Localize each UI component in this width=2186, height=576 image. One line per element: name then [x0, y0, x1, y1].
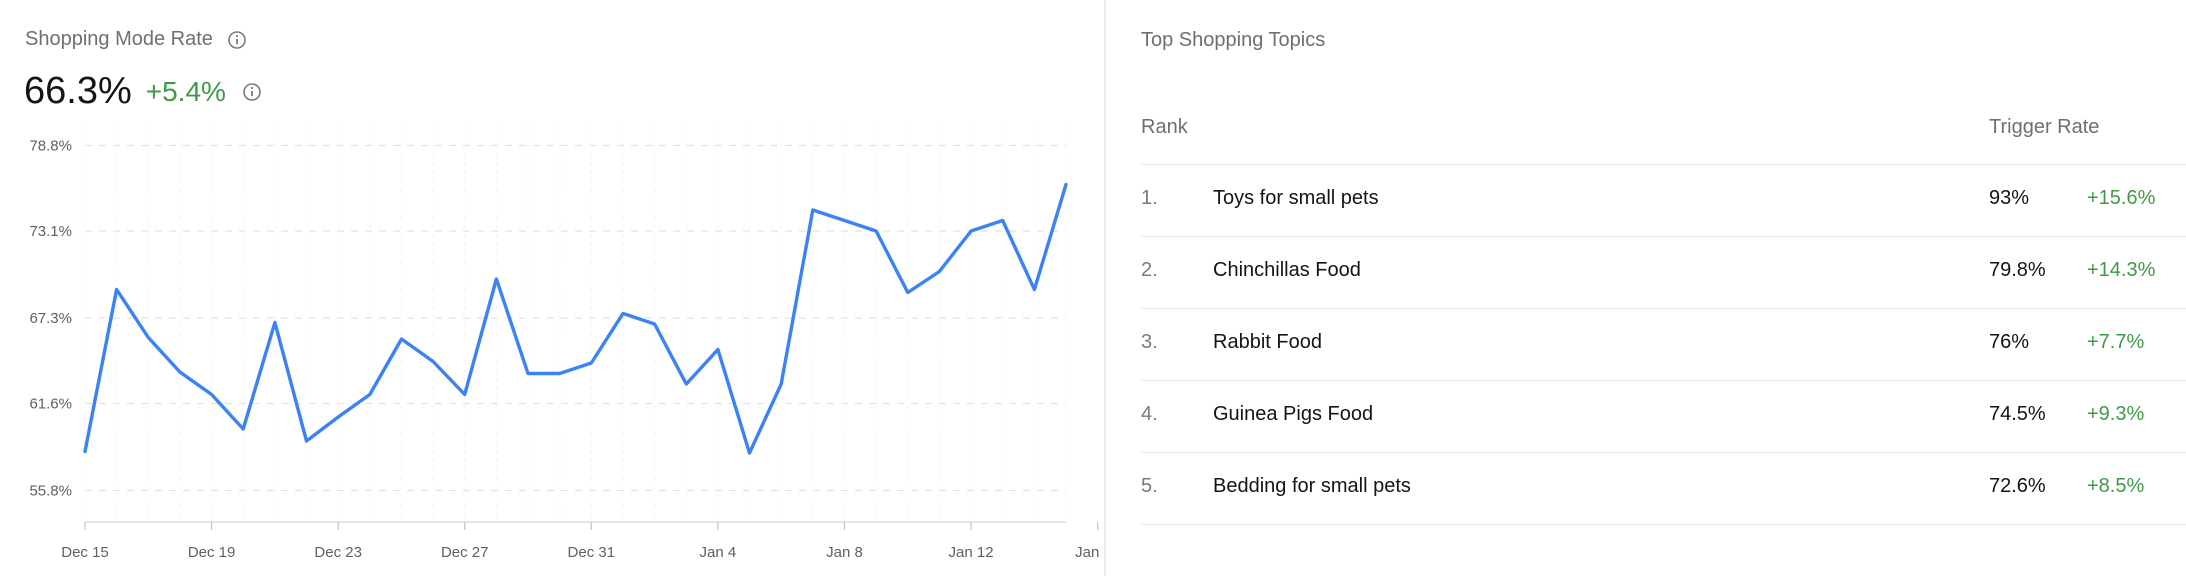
shopping-mode-rate-panel: Shopping Mode Rate 66.3% +5.4% 55.8% 6	[24, 28, 1104, 561]
y-tick-label: 67.3%	[29, 310, 72, 327]
row-topic: Guinea Pigs Food	[1213, 403, 1374, 425]
data-point[interactable]	[364, 389, 376, 401]
row-rank: 3.	[1141, 331, 1158, 353]
info-icon[interactable]	[242, 82, 262, 102]
data-point[interactable]	[1028, 284, 1040, 296]
row-rate: 93%	[1989, 187, 2030, 209]
info-icon[interactable]	[227, 30, 247, 50]
data-point[interactable]	[301, 435, 313, 447]
data-point[interactable]	[870, 225, 882, 237]
data-point[interactable]	[269, 317, 281, 329]
top-shopping-topics-panel: Top Shopping Topics Rank Trigger Rate 1.…	[1106, 0, 2186, 576]
table-header: Rank Trigger Rate	[1141, 100, 2186, 165]
x-tick-label: Jan 12	[949, 544, 994, 561]
data-point[interactable]	[649, 318, 661, 330]
row-topic: Toys for small pets	[1213, 187, 1379, 209]
data-point[interactable]	[395, 333, 407, 345]
row-rate: 74.5%	[1989, 403, 2046, 425]
data-point[interactable]	[775, 378, 787, 390]
y-tick-label: 78.8%	[29, 138, 72, 155]
table-row[interactable]: 2. Chinchillas Food 79.8% +14.3%	[1141, 237, 2186, 309]
metric-value-row: 66.3% +5.4%	[24, 70, 262, 113]
data-point[interactable]	[427, 356, 439, 368]
row-delta: +14.3%	[2087, 259, 2156, 281]
data-point[interactable]	[332, 411, 344, 423]
x-tick-label: Dec 15	[61, 544, 109, 561]
y-tick-label: 61.6%	[29, 396, 72, 413]
data-point[interactable]	[807, 204, 819, 216]
data-point[interactable]	[965, 225, 977, 237]
data-point[interactable]	[744, 447, 756, 459]
x-tick-label: Jan 4	[700, 544, 737, 561]
row-rank: 1.	[1141, 187, 1158, 209]
data-point[interactable]	[712, 344, 724, 356]
series-line	[83, 182, 1068, 455]
data-point[interactable]	[111, 284, 123, 296]
x-tick-label: Dec 31	[568, 544, 616, 561]
data-point[interactable]	[617, 308, 629, 320]
panel-divider	[1104, 0, 1106, 576]
data-point[interactable]	[522, 368, 534, 380]
x-tick-label: Dec 27	[441, 544, 489, 561]
metric-title: Shopping Mode Rate	[25, 28, 213, 50]
rank-header: Rank	[1141, 116, 1188, 138]
row-rank: 5.	[1141, 475, 1158, 497]
row-topic: Rabbit Food	[1213, 331, 1322, 353]
data-point[interactable]	[554, 368, 566, 380]
metric-delta: +5.4%	[145, 75, 226, 107]
row-rank: 2.	[1141, 259, 1158, 281]
table-row[interactable]: 4. Guinea Pigs Food 74.5% +9.3%	[1141, 381, 2186, 453]
table-row[interactable]: 3. Rabbit Food 76% +7.7%	[1141, 309, 2186, 381]
data-point[interactable]	[902, 287, 914, 299]
row-delta: +9.3%	[2087, 403, 2145, 425]
data-point[interactable]	[838, 215, 850, 227]
x-tick-label: Dec 23	[314, 544, 362, 561]
x-tick-label: Jan 8	[826, 544, 863, 561]
data-point[interactable]	[79, 446, 91, 458]
data-point[interactable]	[142, 332, 154, 344]
data-point[interactable]	[585, 357, 597, 369]
metric-value: 66.3%	[24, 70, 132, 112]
row-delta: +15.6%	[2087, 187, 2156, 209]
line-chart: 55.8% 61.6% 67.3% 73.1% 78.8% Dec 15 Dec 19 Dec…	[29, 126, 1104, 561]
row-rank: 4.	[1141, 403, 1158, 425]
data-point[interactable]	[237, 423, 249, 435]
row-rate: 76%	[1989, 331, 2030, 353]
data-point[interactable]	[206, 389, 218, 401]
data-point[interactable]	[1060, 179, 1072, 191]
row-delta: +7.7%	[2087, 331, 2145, 353]
x-tick-label: Jan 16	[1075, 544, 1104, 561]
trigger-rate-header: Trigger Rate	[1989, 116, 2100, 138]
table-row[interactable]: 5. Bedding for small pets 72.6% +8.5%	[1141, 453, 2186, 525]
data-point[interactable]	[933, 266, 945, 278]
data-point[interactable]	[174, 366, 186, 378]
data-point[interactable]	[490, 273, 502, 285]
row-delta: +8.5%	[2087, 475, 2145, 497]
row-rate: 72.6%	[1989, 475, 2046, 497]
row-topic: Chinchillas Food	[1213, 259, 1361, 281]
y-tick-label: 73.1%	[29, 223, 72, 240]
topics-table: Rank Trigger Rate 1. Toys for small pets…	[1141, 100, 2186, 525]
y-tick-label: 55.8%	[29, 483, 72, 500]
row-rate: 79.8%	[1989, 259, 2046, 281]
data-point[interactable]	[997, 215, 1009, 227]
data-point[interactable]	[680, 378, 692, 390]
metric-title-row: Shopping Mode Rate	[25, 28, 247, 51]
row-topic: Bedding for small pets	[1213, 475, 1411, 497]
topics-title: Top Shopping Topics	[1141, 29, 1326, 51]
x-tick-label: Dec 19	[188, 544, 236, 561]
data-point[interactable]	[459, 389, 471, 401]
table-row[interactable]: 1. Toys for small pets 93% +15.6%	[1141, 165, 2186, 237]
